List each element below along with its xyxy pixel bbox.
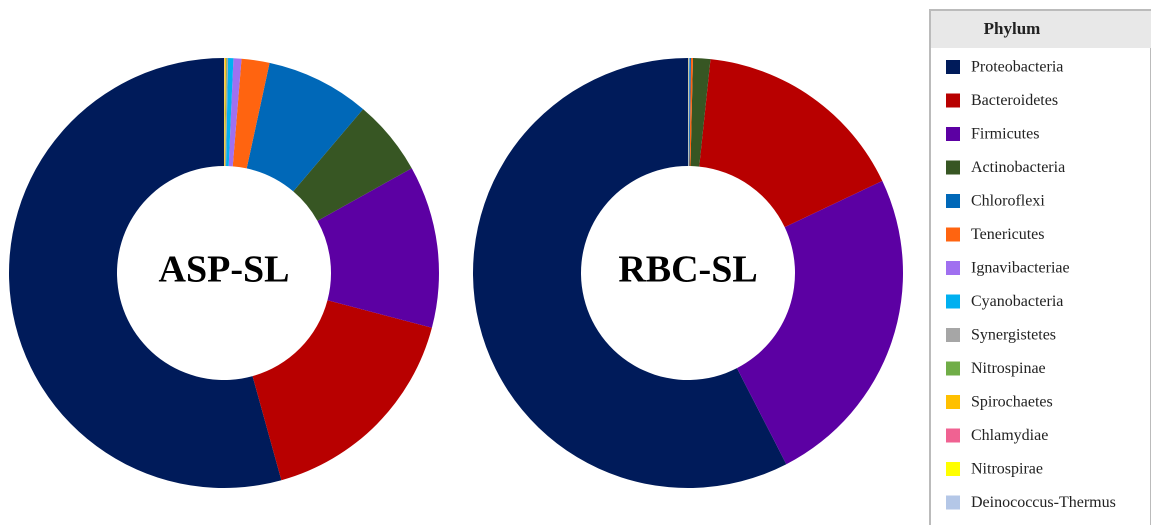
donut-slice <box>228 58 242 167</box>
legend-swatch <box>946 462 960 476</box>
legend-label: Chlamydiae <box>971 427 1048 444</box>
donut-slice <box>9 58 282 488</box>
legend-label: Ignavibacteriae <box>971 260 1070 277</box>
donut-slice <box>293 109 412 221</box>
donut-slice <box>688 58 691 167</box>
legend-header <box>931 11 1151 48</box>
legend-swatch <box>946 227 960 242</box>
legend-label: Tenericutes <box>971 226 1045 243</box>
donut-slice <box>224 58 227 167</box>
donut-slice <box>252 300 432 481</box>
donut-slice <box>317 168 439 328</box>
donut-slice <box>473 58 787 488</box>
donut-slice <box>246 62 364 192</box>
legend-label: Proteobacteria <box>971 59 1063 76</box>
donut-slice <box>232 58 270 169</box>
legend-label: Firmicutes <box>971 126 1039 143</box>
donut-slice <box>699 59 883 228</box>
legend-label: Chloroflexi <box>971 193 1045 210</box>
legend-swatch <box>946 328 960 342</box>
legend-swatch <box>946 93 960 108</box>
legend-swatch <box>946 428 960 443</box>
donut-slice <box>225 58 227 167</box>
legend-swatch <box>946 261 960 275</box>
legend-swatch <box>946 395 960 409</box>
legend-label: Nitrospinae <box>971 360 1046 377</box>
legend-swatch <box>946 194 960 208</box>
legend-label: Nitrospirae <box>971 461 1043 478</box>
donut-slice <box>688 58 690 167</box>
legend-label: Spirochaetes <box>971 394 1053 411</box>
legend-swatch <box>946 160 960 175</box>
donut-slice <box>690 58 711 167</box>
legend-label: Synergistetes <box>971 327 1056 344</box>
legend-label: Cyanobacteria <box>971 293 1063 310</box>
legend-swatch <box>946 127 960 141</box>
legend-label: Actinobacteria <box>971 159 1065 176</box>
donut-slice <box>689 58 693 167</box>
legend-swatch <box>946 60 960 74</box>
center-label: RBC-SL <box>618 249 757 291</box>
legend-title: Phylum <box>984 19 1041 38</box>
legend-label: Bacteroidetes <box>971 92 1058 109</box>
legend-swatch <box>946 361 960 376</box>
donut-slice <box>226 58 234 167</box>
donut-slice <box>225 58 229 167</box>
donut-slice <box>736 180 903 465</box>
legend-swatch <box>946 294 960 309</box>
donut-slice <box>688 58 690 167</box>
donut-slice <box>688 58 690 167</box>
legend-label: Deinococcus-Thermus <box>971 494 1116 511</box>
legend-box <box>929 9 1151 525</box>
center-label: ASP-SL <box>159 249 290 291</box>
legend-swatch <box>946 495 960 510</box>
